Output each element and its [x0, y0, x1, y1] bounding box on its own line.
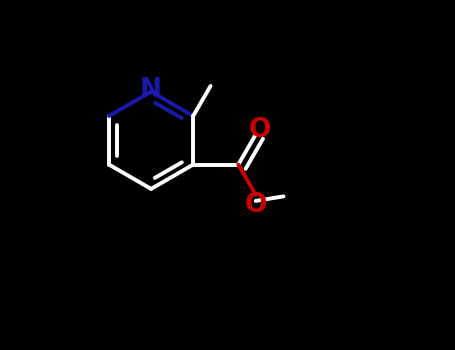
Text: N: N — [140, 77, 162, 103]
Text: O: O — [244, 192, 267, 218]
Text: O: O — [248, 117, 271, 144]
